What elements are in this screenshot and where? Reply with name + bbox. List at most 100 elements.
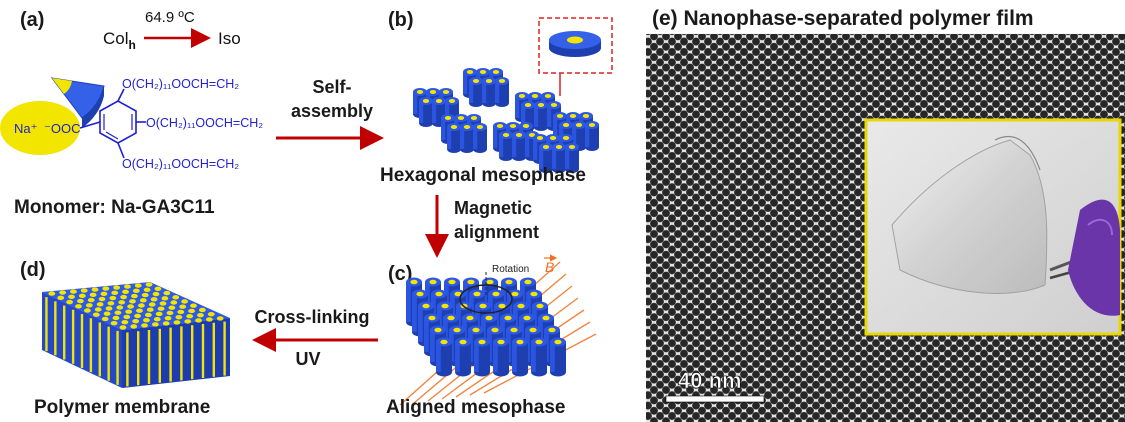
scale-bar-label: 40 nm xyxy=(678,368,742,393)
membrane-pore xyxy=(139,298,147,303)
panel-e-title: (e) Nanophase-separated polymer film xyxy=(652,7,1034,30)
membrane-pore xyxy=(89,292,97,298)
membrane-pore xyxy=(162,321,170,326)
magnetic-line1: Magnetic xyxy=(454,198,532,218)
membrane-pore xyxy=(134,283,142,288)
hexagonal-mesophase-caption: Hexagonal mesophase xyxy=(380,165,586,186)
column xyxy=(447,123,461,153)
transition-temperature: 64.9 ºC xyxy=(145,9,195,26)
aligned-column xyxy=(436,337,452,377)
membrane-pore xyxy=(181,299,189,304)
membrane-pore xyxy=(114,310,122,315)
membrane-pore xyxy=(177,309,185,315)
membrane-pore xyxy=(141,292,149,298)
membrane-pore xyxy=(101,316,109,322)
column xyxy=(512,131,526,161)
membrane-pore xyxy=(144,312,152,318)
panel-c: (c) Rotation B Aligned mesophase xyxy=(386,254,597,418)
membrane-pore xyxy=(116,305,124,310)
membrane-pore xyxy=(198,307,206,313)
membrane-pore xyxy=(98,296,106,302)
membrane-pore xyxy=(134,313,141,319)
phase-transition: Colh 64.9 ºC Iso xyxy=(103,9,241,52)
carboxylate: ⁻OOC xyxy=(44,121,80,136)
membrane-pore xyxy=(166,310,174,316)
membrane-pore xyxy=(87,297,95,303)
crosslink-line1: Cross-linking xyxy=(254,307,369,327)
column xyxy=(469,77,483,107)
membrane-pore xyxy=(48,291,56,296)
membrane-pore xyxy=(197,312,204,318)
column xyxy=(460,123,474,153)
membrane-pore xyxy=(155,311,163,317)
membrane-pore xyxy=(150,297,158,302)
panel-e: (e) Nanophase-separated polymer film 40 … xyxy=(646,7,1125,422)
aligned-column xyxy=(455,337,471,377)
panel-b: (b) Hexagonal mesophase xyxy=(380,9,613,186)
membrane-pore xyxy=(66,299,74,305)
membrane-pore xyxy=(107,301,115,306)
scale-bar: 40 nm xyxy=(665,368,765,403)
column xyxy=(565,143,579,173)
column xyxy=(499,131,513,161)
magnetic-line2: alignment xyxy=(454,222,539,242)
panel-a: (a) Colh 64.9 ºC Iso Na⁺ ⁻OOC xyxy=(0,9,263,218)
polymer-membrane-caption: Polymer membrane xyxy=(34,397,210,418)
membrane-pore xyxy=(105,306,113,311)
aligned-column xyxy=(531,337,547,377)
column xyxy=(419,97,433,127)
membrane-pore xyxy=(190,303,197,308)
membrane-pore xyxy=(85,303,93,308)
membrane-pore xyxy=(127,304,134,309)
scale-bar-line xyxy=(665,395,765,403)
membrane-pore xyxy=(96,302,104,307)
membrane-pore xyxy=(148,302,156,307)
membrane-pore xyxy=(111,290,119,296)
membrane-pore xyxy=(124,284,131,289)
membrane-pore xyxy=(184,319,192,324)
membrane-pore xyxy=(122,289,129,295)
alkyl-chain-bottom: O(CH₂)₁₁OOCH=CH₂ xyxy=(122,157,239,171)
aligned-mesophase-drawing xyxy=(406,277,566,377)
membrane-pore xyxy=(102,286,110,291)
membrane-pore xyxy=(77,298,84,304)
rotation-label: Rotation xyxy=(492,264,529,275)
membrane-pore xyxy=(75,304,82,309)
membrane-pore xyxy=(161,296,169,301)
membrane-pore xyxy=(123,314,131,320)
alkyl-chain-middle: O(CH₂)₁₁OOCH=CH₂ xyxy=(146,116,263,130)
benzene-ring xyxy=(99,100,137,144)
monomer-caption: Monomer: Na-GA3C11 xyxy=(14,197,215,218)
membrane-pore xyxy=(112,315,120,321)
column xyxy=(539,143,553,173)
membrane-pore xyxy=(129,299,136,304)
aligned-column xyxy=(512,337,528,377)
membrane-pore xyxy=(186,313,194,319)
membrane-pore xyxy=(153,316,161,322)
aligned-column xyxy=(550,337,566,377)
self-assembly-line2: assembly xyxy=(291,101,373,121)
membrane-pore xyxy=(188,308,195,314)
membrane-pore xyxy=(109,295,117,301)
membrane-pore xyxy=(78,293,86,299)
membrane-pore xyxy=(57,295,65,301)
membrane-pore xyxy=(68,294,75,300)
membrane-pore xyxy=(132,288,140,294)
membrane-pore xyxy=(152,291,160,297)
membrane-pore xyxy=(154,286,162,292)
step-cross-linking: Cross-linking UV xyxy=(252,307,378,369)
step-magnetic-alignment: Magnetic alignment xyxy=(425,195,539,258)
membrane-pore xyxy=(163,290,171,296)
membrane-pore xyxy=(145,282,153,287)
column xyxy=(585,121,599,151)
membrane-pore xyxy=(120,294,128,300)
chemical-structure: Na⁺ ⁻OOC O(CH₂)₁₁OOCH=CH₂ O(CH₂)₁₁OOCH=C… xyxy=(0,77,263,171)
membrane-pore xyxy=(132,318,140,324)
gloved-hand xyxy=(1068,199,1120,316)
column-inset xyxy=(538,17,613,96)
membrane-pore xyxy=(151,322,159,327)
panel-d-label: (d) xyxy=(20,259,46,281)
membrane-pore xyxy=(143,317,150,323)
membrane-pore xyxy=(100,291,108,297)
